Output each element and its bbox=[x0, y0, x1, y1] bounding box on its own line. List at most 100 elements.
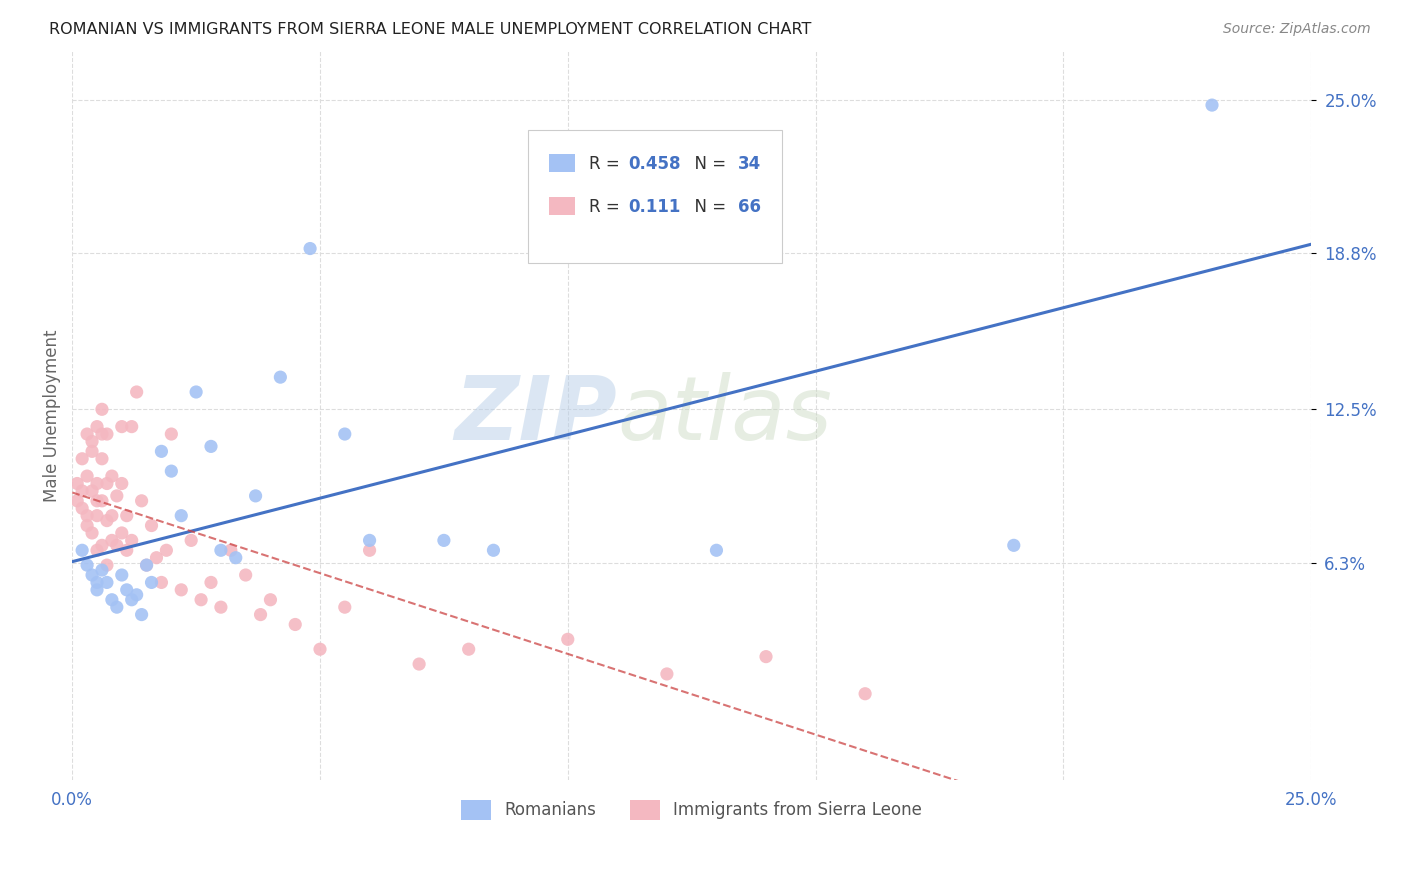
Text: atlas: atlas bbox=[617, 373, 832, 458]
Point bbox=[333, 600, 356, 615]
Point bbox=[111, 526, 134, 541]
Point bbox=[96, 427, 118, 442]
Point bbox=[76, 469, 98, 483]
Point bbox=[91, 402, 114, 417]
Point bbox=[105, 489, 128, 503]
Point bbox=[86, 575, 108, 590]
Point bbox=[91, 493, 114, 508]
Text: R =: R = bbox=[589, 155, 624, 173]
Point bbox=[170, 508, 193, 523]
Point bbox=[125, 588, 148, 602]
Point bbox=[86, 493, 108, 508]
Point bbox=[105, 600, 128, 615]
Point bbox=[408, 657, 430, 671]
Point bbox=[284, 617, 307, 632]
Point bbox=[115, 508, 138, 523]
Point bbox=[853, 687, 876, 701]
Point bbox=[200, 439, 222, 453]
Point bbox=[1201, 98, 1223, 112]
Point bbox=[433, 533, 456, 548]
Point bbox=[76, 427, 98, 442]
Point bbox=[209, 543, 232, 558]
Point bbox=[70, 543, 93, 558]
Text: ROMANIAN VS IMMIGRANTS FROM SIERRA LEONE MALE UNEMPLOYMENT CORRELATION CHART: ROMANIAN VS IMMIGRANTS FROM SIERRA LEONE… bbox=[49, 22, 811, 37]
Point bbox=[141, 575, 163, 590]
Point bbox=[70, 501, 93, 516]
Point bbox=[105, 538, 128, 552]
Point bbox=[91, 451, 114, 466]
Text: N =: N = bbox=[685, 155, 731, 173]
Point bbox=[86, 476, 108, 491]
Text: 34: 34 bbox=[738, 155, 761, 173]
Point bbox=[125, 384, 148, 399]
Point bbox=[91, 427, 114, 442]
Point bbox=[1002, 538, 1025, 552]
Point bbox=[86, 508, 108, 523]
Point bbox=[225, 550, 247, 565]
Point bbox=[115, 582, 138, 597]
Point bbox=[76, 508, 98, 523]
Point bbox=[131, 493, 153, 508]
Point bbox=[706, 543, 728, 558]
Point bbox=[80, 526, 103, 541]
Point bbox=[80, 434, 103, 449]
Point bbox=[309, 642, 332, 657]
Point bbox=[755, 649, 778, 664]
Point bbox=[80, 568, 103, 582]
Point bbox=[245, 489, 267, 503]
Text: Source: ZipAtlas.com: Source: ZipAtlas.com bbox=[1223, 22, 1371, 37]
Point bbox=[135, 558, 157, 573]
Point bbox=[219, 543, 242, 558]
Legend: Romanians, Immigrants from Sierra Leone: Romanians, Immigrants from Sierra Leone bbox=[454, 793, 929, 827]
Point bbox=[170, 582, 193, 597]
Point bbox=[190, 592, 212, 607]
Point bbox=[557, 632, 579, 647]
Point bbox=[66, 493, 89, 508]
Point bbox=[86, 419, 108, 434]
Point bbox=[91, 563, 114, 577]
Point bbox=[200, 575, 222, 590]
Text: 66: 66 bbox=[738, 198, 761, 216]
Point bbox=[91, 538, 114, 552]
Point bbox=[86, 543, 108, 558]
Text: ZIP: ZIP bbox=[454, 372, 617, 459]
Point bbox=[145, 550, 167, 565]
Point bbox=[111, 568, 134, 582]
Point bbox=[111, 419, 134, 434]
Point bbox=[96, 558, 118, 573]
Point bbox=[333, 427, 356, 442]
Point bbox=[269, 370, 291, 384]
Point bbox=[86, 582, 108, 597]
Point bbox=[70, 483, 93, 498]
Point bbox=[150, 575, 173, 590]
Point bbox=[66, 476, 89, 491]
Point bbox=[457, 642, 479, 657]
Point bbox=[96, 575, 118, 590]
Point bbox=[160, 427, 183, 442]
Point bbox=[121, 419, 143, 434]
Point bbox=[160, 464, 183, 478]
Point bbox=[141, 518, 163, 533]
Point bbox=[155, 543, 177, 558]
Point bbox=[299, 242, 322, 256]
Point bbox=[131, 607, 153, 622]
Point bbox=[359, 543, 381, 558]
Point bbox=[655, 667, 678, 681]
Point bbox=[101, 533, 124, 548]
Point bbox=[249, 607, 271, 622]
Point bbox=[557, 236, 579, 251]
Point bbox=[76, 518, 98, 533]
Point bbox=[101, 592, 124, 607]
Point bbox=[111, 476, 134, 491]
Point bbox=[96, 514, 118, 528]
Point bbox=[359, 533, 381, 548]
Point bbox=[135, 558, 157, 573]
Point bbox=[80, 483, 103, 498]
Point bbox=[121, 592, 143, 607]
Point bbox=[259, 592, 281, 607]
Point bbox=[101, 508, 124, 523]
Point bbox=[76, 558, 98, 573]
Point bbox=[96, 476, 118, 491]
Point bbox=[115, 543, 138, 558]
Point bbox=[121, 533, 143, 548]
